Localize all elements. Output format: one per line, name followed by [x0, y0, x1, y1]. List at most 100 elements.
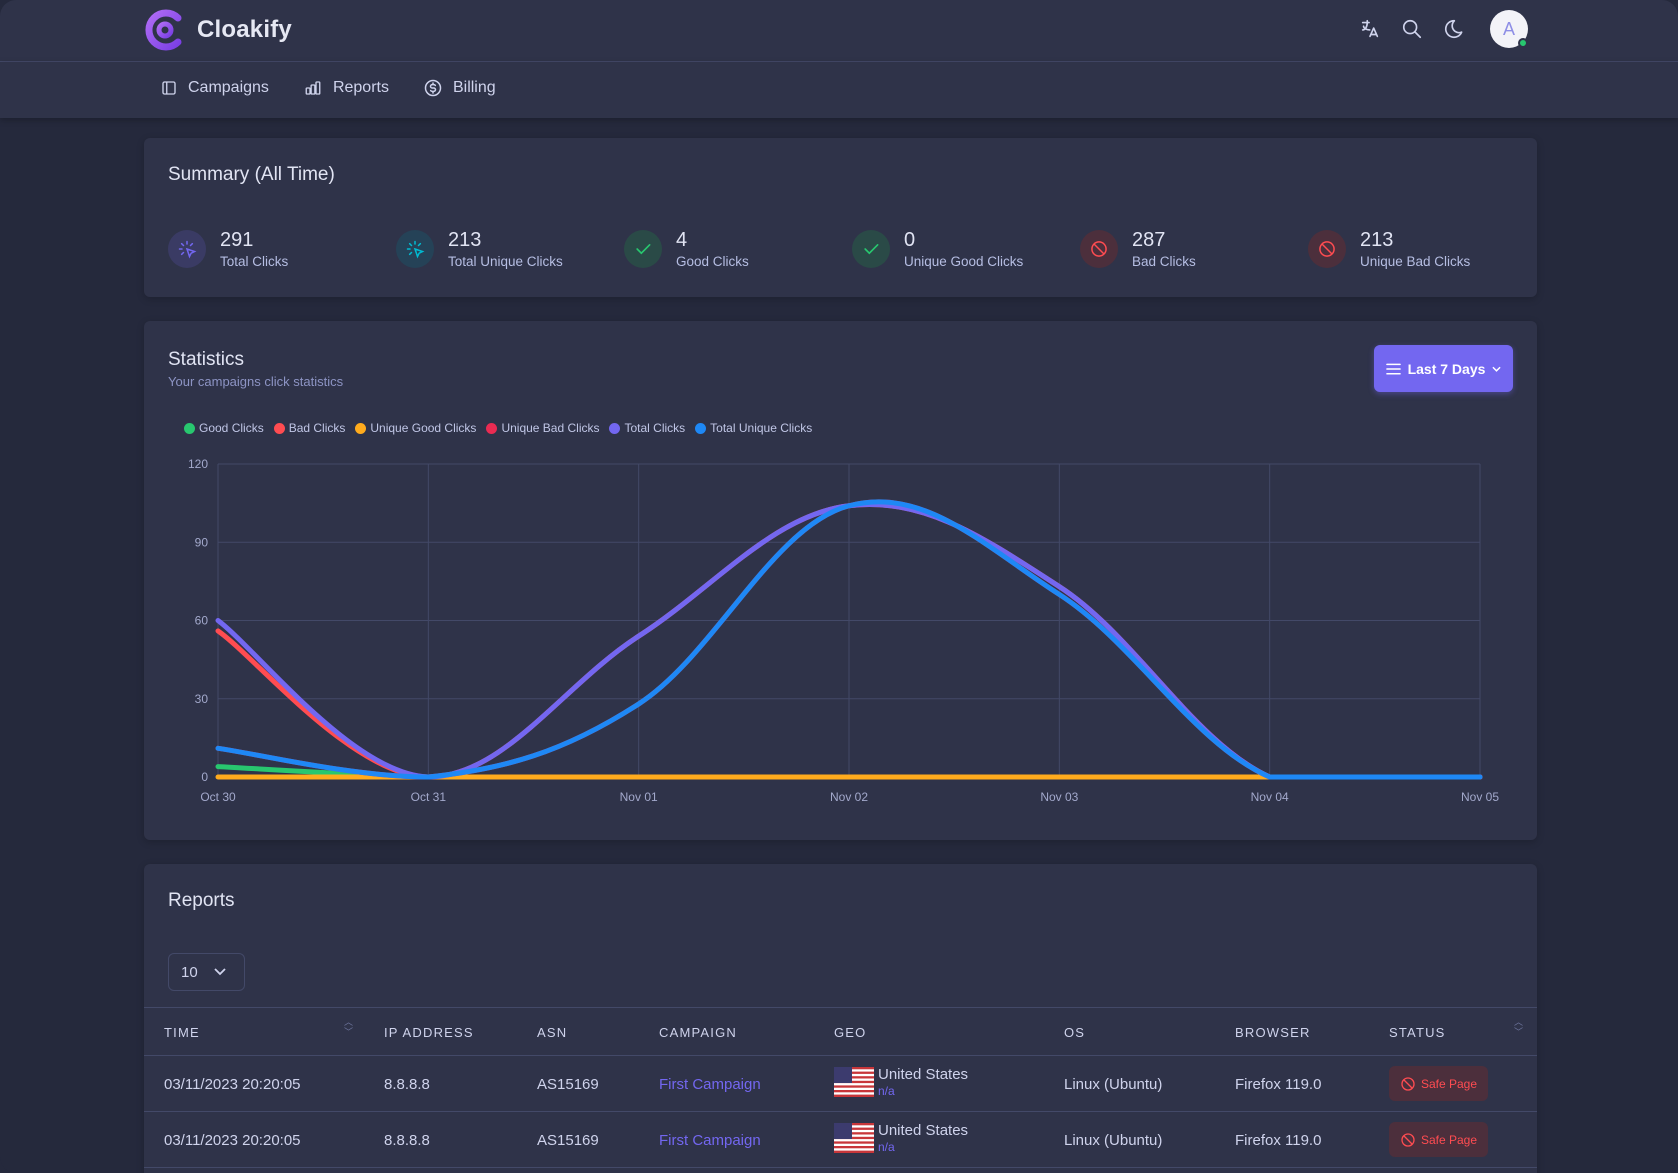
column-header-campaign[interactable]: CAMPAIGN [659, 1025, 737, 1040]
legend-label: Bad Clicks [288, 421, 346, 435]
check-icon [852, 229, 890, 268]
stat-value: 4 [676, 229, 688, 251]
table-header: TIME ︿ ﹀ IP ADDRESS ASN CAMPAIGN GEO OS B… [144, 1007, 1537, 1056]
chart-legend: Good Clicks Bad Clicks Unique Good Clicks U… [184, 421, 812, 435]
stat-value: 0 [904, 229, 916, 251]
us-flag-icon [834, 1067, 874, 1097]
page-size-select[interactable]: 10 [168, 953, 245, 991]
nav-item-billing[interactable]: Billing [423, 78, 496, 98]
menu-icon [1385, 363, 1401, 374]
column-header-status[interactable]: STATUS [1389, 1025, 1446, 1040]
reports-table: TIME ︿ ﹀ IP ADDRESS ASN CAMPAIGN GEO OS B… [144, 1007, 1537, 1168]
cell-ip: 8.8.8.8 [384, 1076, 430, 1093]
campaign-link[interactable]: First Campaign [659, 1076, 761, 1093]
geo-region: n/a [878, 1084, 895, 1098]
legend-label: Total Clicks [624, 421, 686, 435]
stat-bad-clicks: 287 Bad Clicks [1080, 228, 1308, 269]
legend-item[interactable]: Bad Clicks [273, 421, 346, 435]
stat-unique-bad-clicks: 213 Unique Bad Clicks [1308, 228, 1536, 269]
stat-value: 213 [448, 229, 482, 251]
legend-marker [486, 422, 498, 434]
translate-icon[interactable] [1358, 17, 1382, 41]
campaign-link[interactable]: First Campaign [659, 1132, 761, 1149]
stat-label: Total Unique Clicks [448, 254, 563, 269]
reports-card: Reports 10 TIME ︿ ﹀ IP ADDRESS ASN CAMPAI… [144, 864, 1537, 1173]
date-range-dropdown[interactable]: Last 7 Days [1374, 345, 1513, 392]
cell-geo: United States n/a [834, 1122, 968, 1154]
statistics-subtitle: Your campaigns click statistics [168, 374, 344, 389]
legend-label: Unique Bad Clicks [501, 421, 600, 435]
x-tick-label: Nov 02 [830, 790, 868, 804]
legend-label: Total Unique Clicks [710, 421, 813, 435]
brand[interactable]: Cloakify [143, 8, 292, 52]
nav-label-reports: Reports [332, 79, 389, 96]
nav-item-campaigns[interactable]: Campaigns [160, 78, 269, 98]
legend-item[interactable]: Total Unique Clicks [695, 421, 812, 435]
summary-title: Summary (All Time) [168, 164, 335, 185]
legend-item[interactable]: Unique Bad Clicks [486, 421, 599, 435]
x-tick-label: Oct 31 [411, 790, 447, 804]
y-tick-label: 60 [195, 614, 209, 628]
stat-value: 291 [220, 229, 254, 251]
cell-asn: AS15169 [537, 1076, 599, 1093]
stat-label: Unique Good Clicks [904, 254, 1024, 269]
x-tick-label: Nov 05 [1461, 790, 1499, 804]
geo-country: United States [878, 1122, 969, 1139]
check-icon [624, 229, 662, 268]
sort-icon[interactable]: ︿ ﹀ [1514, 1017, 1524, 1037]
stat-value: 213 [1360, 229, 1394, 251]
ban-icon [1080, 229, 1118, 268]
status-label: Safe Page [1420, 1076, 1478, 1091]
column-header-geo[interactable]: GEO [834, 1025, 867, 1040]
legend-marker [184, 422, 195, 434]
cell-asn: AS15169 [537, 1132, 599, 1149]
ban-icon [1401, 1132, 1415, 1147]
cell-time: 03/11/2023 20:20:05 [164, 1132, 301, 1149]
nav-label-billing: Billing [452, 79, 496, 96]
table-row: 03/11/2023 20:20:05 8.8.8.8 AS15169 Firs… [144, 1112, 1537, 1168]
sort-icon[interactable]: ︿ ﹀ [344, 1017, 354, 1037]
series-line-total-unique-clicks [215, 499, 1483, 780]
cell-geo: United States n/a [834, 1066, 968, 1098]
avatar-letter: A [1502, 18, 1515, 39]
x-tick-label: Nov 01 [620, 790, 658, 804]
legend-item[interactable]: Unique Good Clicks [355, 421, 476, 435]
stat-label: Total Clicks [220, 254, 289, 269]
status-badge[interactable]: Safe Page [1389, 1122, 1488, 1157]
legend-item[interactable]: Good Clicks [184, 421, 264, 435]
stat-label: Unique Bad Clicks [1360, 254, 1471, 269]
column-header-os[interactable]: OS [1064, 1025, 1086, 1040]
app-name: Cloakify [197, 16, 292, 43]
statistics-card: Statistics Your campaigns click statisti… [144, 321, 1537, 840]
stat-label: Bad Clicks [1132, 254, 1196, 269]
column-header-asn[interactable]: ASN [537, 1025, 568, 1040]
online-status-dot [1518, 38, 1528, 48]
search-icon[interactable] [1400, 17, 1424, 41]
status-badge[interactable]: Safe Page [1389, 1066, 1488, 1101]
legend-item[interactable]: Total Clicks [609, 421, 685, 435]
status-label: Safe Page [1420, 1132, 1478, 1147]
line-chart: 0 30 60 90 120 Oct 30 Oct 31 Nov 01 Nov 02 Nov 03… [188, 457, 1499, 804]
geo-region: n/a [878, 1140, 895, 1154]
moon-icon[interactable] [1442, 17, 1466, 41]
currency-dollar-icon [424, 79, 442, 97]
ban-icon [1308, 229, 1346, 268]
legend-label: Unique Good Clicks [370, 421, 477, 435]
ban-icon [1401, 1076, 1415, 1091]
logo-icon [145, 9, 182, 51]
stat-total-unique-clicks: 213 Total Unique Clicks [396, 228, 624, 269]
column-header-browser[interactable]: BROWSER [1235, 1025, 1311, 1040]
date-range-label: Last 7 Days [1407, 360, 1486, 377]
stat-value: 287 [1132, 229, 1166, 251]
main-nav: Campaigns Reports Billing [0, 62, 1678, 118]
stat-total-clicks: 291 Total Clicks [168, 228, 396, 269]
chevron-down-icon [214, 968, 226, 976]
nav-item-reports[interactable]: Reports [303, 78, 389, 98]
avatar[interactable]: A [1490, 10, 1528, 48]
click-icon [168, 229, 206, 268]
cell-browser: Firefox 119.0 [1235, 1076, 1322, 1093]
column-header-time[interactable]: TIME [164, 1025, 200, 1040]
chart-bar-icon [305, 81, 321, 95]
column-header-ip[interactable]: IP ADDRESS [384, 1025, 474, 1040]
